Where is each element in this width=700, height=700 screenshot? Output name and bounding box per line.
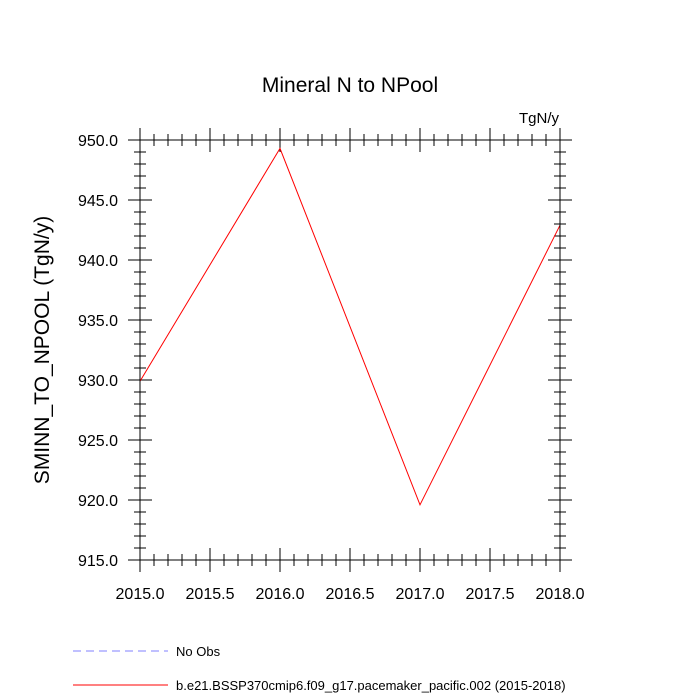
legend-label: No Obs: [176, 644, 221, 659]
legend-label: b.e21.BSSP370cmip6.f09_g17.pacemaker_pac…: [176, 678, 566, 693]
units-label: TgN/y: [519, 110, 560, 127]
x-tick-label: 2016.0: [256, 586, 305, 603]
x-tick-label: 2016.5: [326, 586, 375, 603]
plot-frame: [139, 139, 561, 561]
y-axis-label: SMINN_TO_NPOOL (TgN/y): [31, 216, 54, 484]
axis-ticks: 2015.0 2015.5 2016.0 2016.5 2017.0 2017.5 2018…: [78, 128, 585, 603]
x-tick-label: 2018.0: [536, 586, 585, 603]
x-tick-label: 2017.0: [396, 586, 445, 603]
y-tick-label: 915.0: [78, 553, 118, 570]
x-tick-label: 2017.5: [466, 586, 515, 603]
x-tick-label: 2015.5: [186, 586, 235, 603]
x-tick-label: 2015.0: [116, 586, 165, 603]
y-tick-label: 920.0: [78, 493, 118, 510]
y-tick-label: 950.0: [78, 133, 118, 150]
legend: No Obs b.e21.BSSP370cmip6.f09_g17.pacemak…: [73, 644, 566, 693]
series-line: [139, 147, 561, 507]
y-tick-label: 930.0: [78, 373, 118, 390]
y-tick-label: 940.0: [78, 253, 118, 270]
series-lines: [139, 147, 561, 507]
y-tick-label: 925.0: [78, 433, 118, 450]
chart-title: Mineral N to NPool: [262, 74, 438, 97]
y-tick-label: 935.0: [78, 313, 118, 330]
y-tick-label: 945.0: [78, 193, 118, 210]
